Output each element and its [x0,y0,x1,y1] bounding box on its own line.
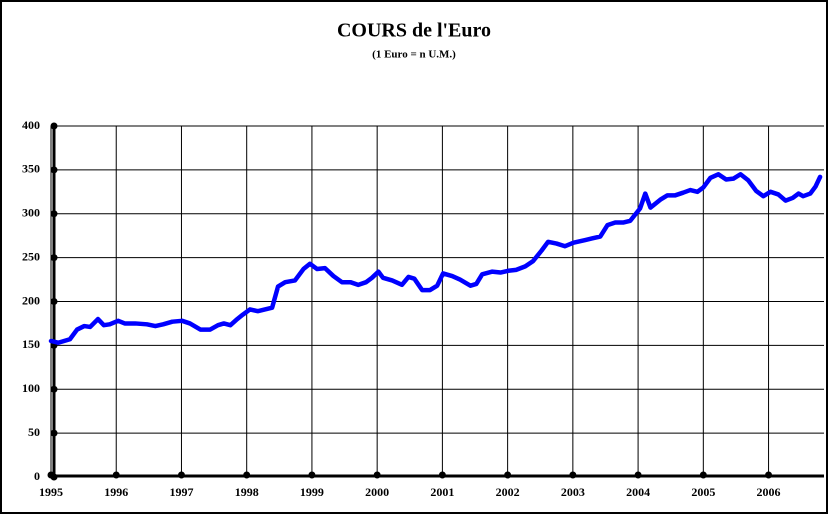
y-tick-label: 100 [22,381,40,395]
y-tick-label: 0 [34,469,40,483]
y-tick-label: 250 [22,249,40,263]
x-tick-label: 1999 [300,485,324,499]
x-tick-label: 2000 [365,485,389,499]
x-tick-label: 2002 [496,485,520,499]
y-tick-label: 50 [28,425,40,439]
chart-title: COURS de l'Euro [337,20,491,42]
y-tick-label: 150 [22,337,40,351]
y-tick-label: 350 [22,162,40,176]
x-tick-label: 2003 [561,485,585,499]
y-tick-label: 200 [22,293,40,307]
x-tick-label: 2006 [757,485,781,499]
x-tick-label: 1997 [169,485,193,499]
x-tick-label: 2005 [691,485,715,499]
y-tick-label: 400 [22,118,40,132]
x-tick-label: 1995 [39,485,63,499]
x-tick-label: 1996 [104,485,128,499]
x-tick-label: 2001 [430,485,454,499]
x-tick-label: 2004 [626,485,650,499]
chart-subtitle: (1 Euro = n U.M.) [372,49,456,61]
y-tick-label: 300 [22,206,40,220]
x-tick-label: 1998 [235,485,259,499]
data-line [48,172,823,345]
